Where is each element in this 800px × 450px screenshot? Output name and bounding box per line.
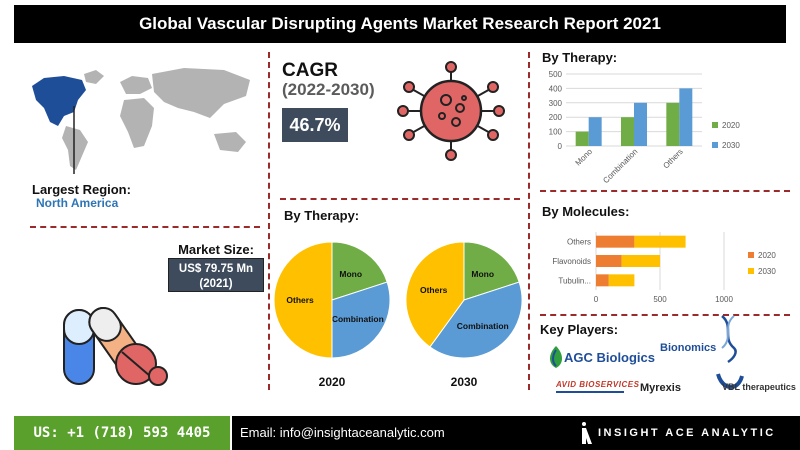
key-players-title: Key Players: bbox=[540, 322, 619, 337]
logo-vbl: VBL therapeutics bbox=[716, 370, 796, 408]
brand-logo-icon bbox=[582, 422, 592, 444]
y-tick-label: 500 bbox=[549, 70, 563, 79]
bar-chart-therapy: 0 100 200 300 400 500 Mono Combination Others 202… bbox=[549, 70, 741, 185]
bar-therapy-title: By Therapy: bbox=[542, 50, 618, 65]
divider-right-h-1 bbox=[540, 190, 790, 192]
bar-chart-molecules: 0 500 1000 Others Flavonoids Tubulin... 2020 20… bbox=[552, 232, 776, 304]
bar-2020 bbox=[575, 131, 589, 146]
legend-swatch bbox=[712, 122, 718, 128]
bar-molecules-title: By Molecules: bbox=[542, 204, 630, 219]
legend-swatch bbox=[748, 268, 754, 274]
pie-slice-others bbox=[273, 241, 333, 359]
bar-2020 bbox=[596, 274, 609, 287]
divider-left-h bbox=[30, 226, 260, 228]
bar-2030 bbox=[634, 235, 686, 248]
pie-slice-label: Combination bbox=[457, 321, 509, 331]
divider-right-h-2 bbox=[540, 314, 790, 316]
footer-email[interactable]: Email: info@insightaceanalytic.com bbox=[240, 425, 445, 440]
logo-bionomics-text: Bionomics bbox=[660, 342, 717, 354]
bar-2020 bbox=[596, 235, 635, 248]
y-tick-label: 200 bbox=[549, 113, 563, 122]
divider-right bbox=[528, 52, 530, 390]
y-tick-label: Others bbox=[567, 238, 591, 247]
pie-slice-label: Others bbox=[420, 285, 448, 295]
bar-2030 bbox=[588, 117, 602, 146]
pie-slice-label: Combination bbox=[332, 314, 384, 324]
y-tick-label: 400 bbox=[549, 84, 563, 93]
legend-swatch bbox=[712, 142, 718, 148]
pie-year-label: 2030 bbox=[451, 375, 478, 389]
market-size-year: (2021) bbox=[199, 278, 233, 290]
footer-brand: INSIGHT ACE ANALYTIC bbox=[598, 427, 776, 439]
bionomics-helix-icon bbox=[721, 315, 737, 364]
market-size-box: US$ 79.75 Mn (2021) bbox=[168, 258, 264, 292]
market-size-value: US$ 79.75 Mn bbox=[178, 263, 254, 275]
bar-2020 bbox=[666, 102, 680, 146]
legend-label: 2020 bbox=[722, 121, 740, 130]
logo-bionomics: Bionomics bbox=[660, 314, 770, 366]
bar-2030 bbox=[634, 102, 647, 146]
legend-label: 2030 bbox=[758, 267, 776, 276]
logo-avid-text: AVID BIOSERVICES bbox=[556, 380, 640, 389]
pie-slice-label: Others bbox=[286, 295, 314, 305]
bar-2030 bbox=[608, 274, 635, 287]
pie-section-title: By Therapy: bbox=[284, 208, 360, 223]
market-size-label: Market Size: bbox=[178, 242, 254, 257]
y-tick-label: 100 bbox=[549, 128, 563, 137]
x-tick-label: Mono bbox=[574, 147, 595, 168]
cagr-years: (2022-2030) bbox=[282, 80, 375, 99]
pie-slice-combination bbox=[429, 281, 523, 359]
bar-2020 bbox=[621, 117, 634, 146]
bar-2030 bbox=[621, 255, 660, 267]
pills-icon bbox=[63, 306, 168, 386]
logo-avid: AVID BIOSERVICES bbox=[556, 380, 639, 404]
legend-label: 2020 bbox=[758, 251, 776, 260]
agc-leaf-icon bbox=[550, 346, 562, 368]
footer-phone[interactable]: US: +1 (718) 593 4405 bbox=[14, 416, 230, 450]
x-tick-label: Others bbox=[661, 147, 684, 170]
y-tick-label: 0 bbox=[558, 142, 563, 151]
pie-slice-others bbox=[405, 241, 465, 348]
virus-icon bbox=[397, 61, 505, 161]
logo-agc-text: AGC Biologics bbox=[564, 350, 656, 365]
x-tick-label: 500 bbox=[653, 295, 667, 304]
logo-agc-biologics: AGC Biologics bbox=[546, 344, 655, 374]
largest-region-label: Largest Region: bbox=[32, 182, 131, 197]
footer-bar bbox=[232, 416, 800, 450]
cagr-title: CAGR bbox=[282, 60, 338, 81]
cagr-value: 46.7% bbox=[282, 108, 348, 142]
x-tick-label: 1000 bbox=[715, 295, 733, 304]
x-tick-label: 0 bbox=[594, 295, 599, 304]
page-title: Global Vascular Disrupting Agents Market… bbox=[14, 5, 786, 43]
logo-vbl-text: VBL therapeutics bbox=[722, 382, 796, 392]
pie-charts: Mono Combination Others 2020 Mono Combination… bbox=[273, 241, 523, 389]
divider-left bbox=[268, 52, 270, 390]
avid-rule bbox=[556, 391, 624, 393]
y-tick-label: 300 bbox=[549, 99, 563, 108]
legend-swatch bbox=[748, 252, 754, 258]
pie-year-label: 2020 bbox=[319, 375, 346, 389]
y-tick-label: Flavonoids bbox=[552, 257, 591, 266]
pie-slice-mono bbox=[463, 241, 520, 301]
x-tick-label: Combination bbox=[601, 147, 639, 185]
pie-slice-mono bbox=[331, 241, 388, 301]
bar-2030 bbox=[679, 88, 693, 146]
largest-region-value: North America bbox=[36, 196, 119, 210]
bar-2020 bbox=[596, 255, 622, 267]
world-map-icon bbox=[32, 68, 250, 174]
pie-slice-label: Mono bbox=[471, 269, 494, 279]
logo-myrexis: Myrexis bbox=[640, 378, 706, 400]
vbl-swoosh-icon bbox=[716, 373, 744, 389]
y-tick-label: Tubulin... bbox=[558, 276, 591, 285]
pie-slice-combination bbox=[331, 281, 391, 359]
divider-mid-h bbox=[280, 198, 520, 200]
legend-label: 2030 bbox=[722, 141, 740, 150]
logo-myrexis-text: Myrexis bbox=[640, 382, 681, 394]
pie-slice-label: Mono bbox=[339, 269, 362, 279]
